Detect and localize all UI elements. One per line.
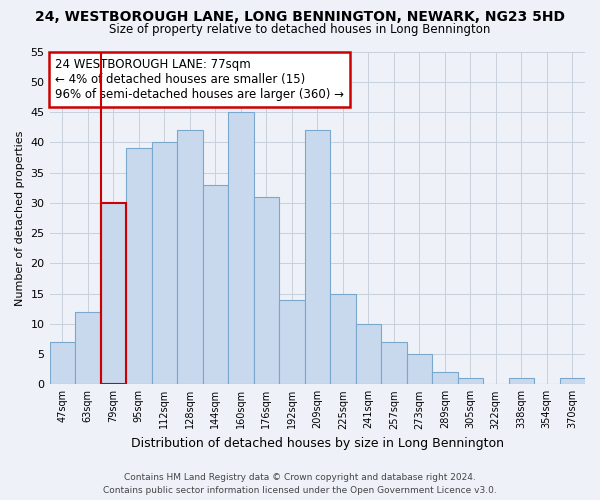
Text: 24 WESTBOROUGH LANE: 77sqm
← 4% of detached houses are smaller (15)
96% of semi-: 24 WESTBOROUGH LANE: 77sqm ← 4% of detac… — [55, 58, 344, 101]
Bar — [126, 148, 152, 384]
Bar — [228, 112, 254, 384]
Bar — [407, 354, 432, 384]
Bar — [560, 378, 585, 384]
Bar — [381, 342, 407, 384]
Bar — [305, 130, 330, 384]
Bar — [177, 130, 203, 384]
Bar — [203, 184, 228, 384]
Bar — [509, 378, 534, 384]
Y-axis label: Number of detached properties: Number of detached properties — [15, 130, 25, 306]
Bar — [432, 372, 458, 384]
Bar — [152, 142, 177, 384]
Bar — [254, 196, 279, 384]
Text: Size of property relative to detached houses in Long Bennington: Size of property relative to detached ho… — [109, 22, 491, 36]
Bar — [101, 203, 126, 384]
Text: Contains HM Land Registry data © Crown copyright and database right 2024.
Contai: Contains HM Land Registry data © Crown c… — [103, 474, 497, 495]
Bar — [50, 342, 75, 384]
Bar — [458, 378, 483, 384]
Text: 24, WESTBOROUGH LANE, LONG BENNINGTON, NEWARK, NG23 5HD: 24, WESTBOROUGH LANE, LONG BENNINGTON, N… — [35, 10, 565, 24]
Bar — [75, 312, 101, 384]
Bar — [356, 324, 381, 384]
Bar — [101, 203, 126, 384]
Bar — [279, 300, 305, 384]
X-axis label: Distribution of detached houses by size in Long Bennington: Distribution of detached houses by size … — [131, 437, 504, 450]
Bar — [330, 294, 356, 384]
